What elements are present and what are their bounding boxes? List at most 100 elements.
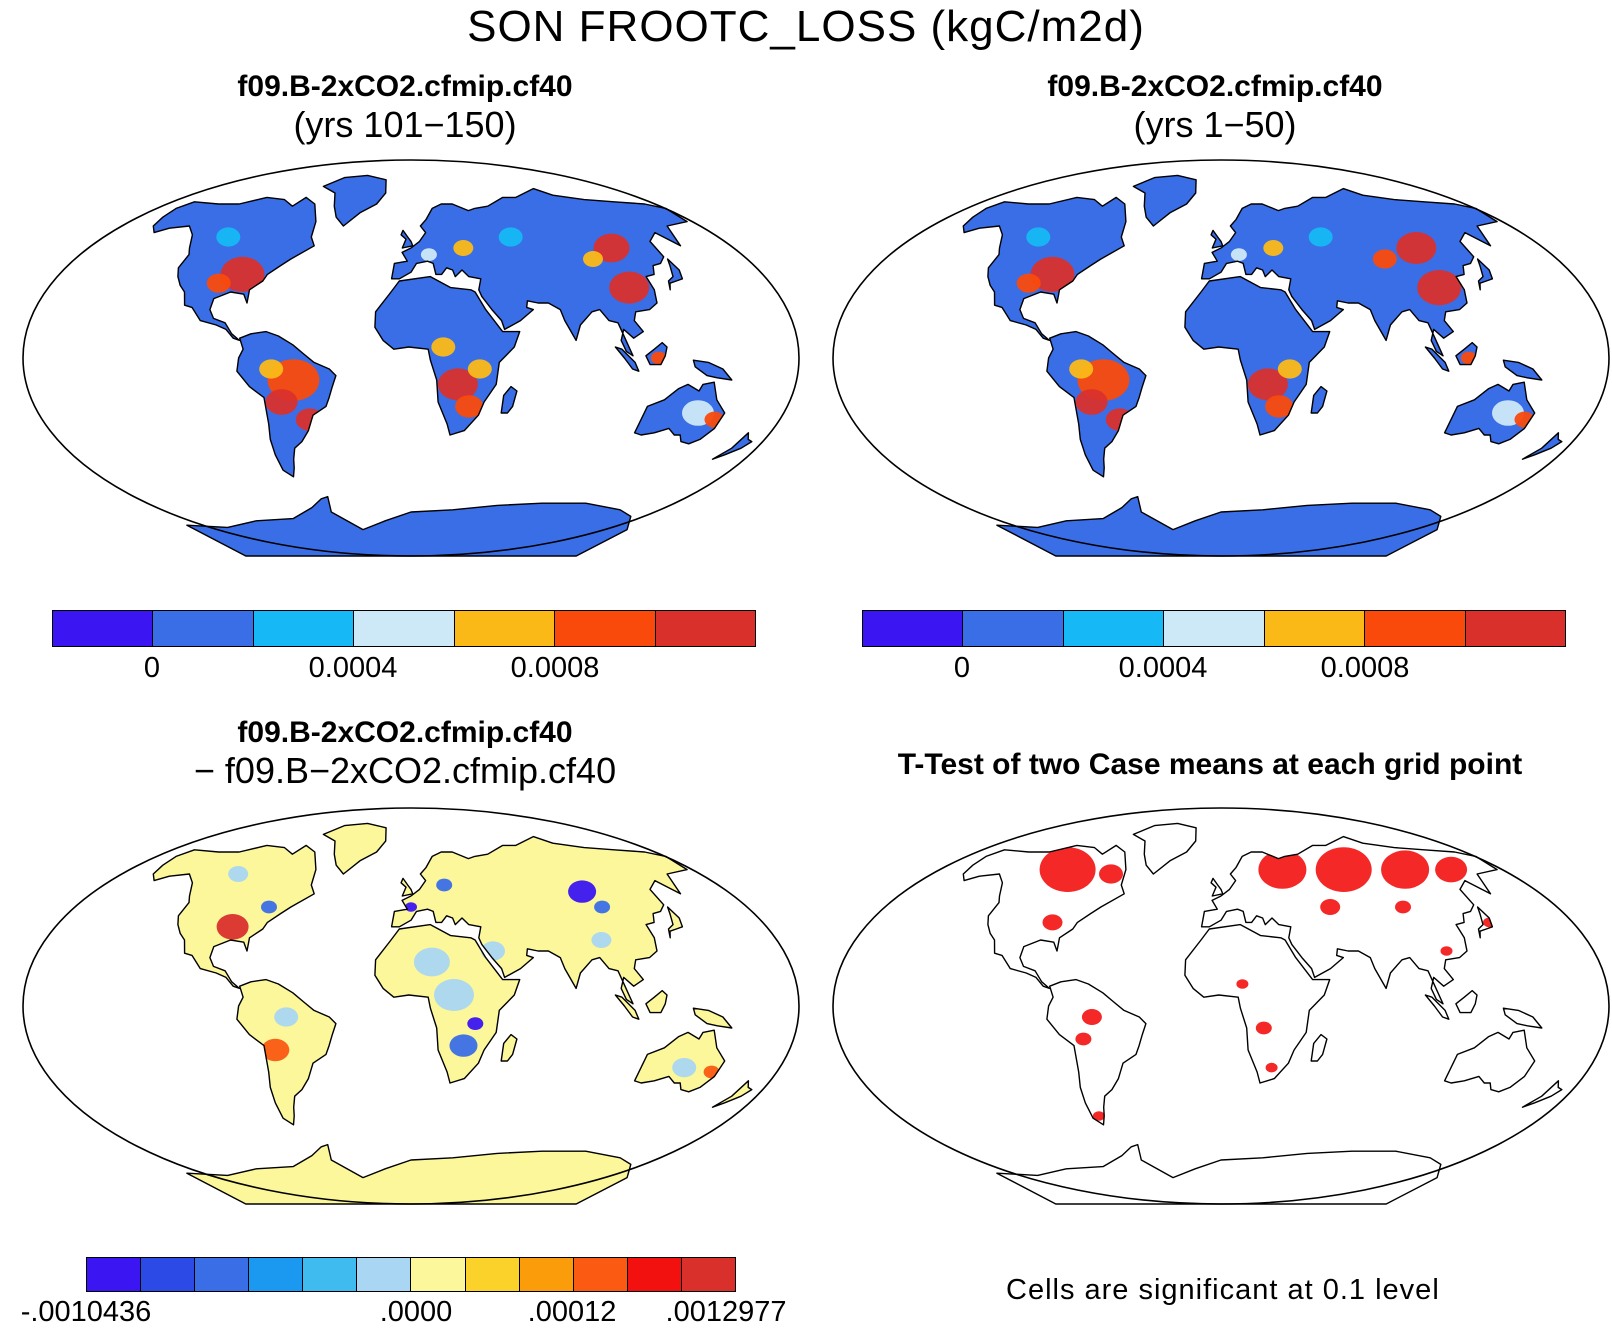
coastline-britain	[400, 877, 414, 897]
coastline-sumatra	[614, 994, 640, 1020]
colorbar-swatch	[357, 1258, 412, 1291]
field-patch	[672, 1058, 697, 1078]
field-patch	[498, 227, 523, 247]
colorbar-swatch	[519, 1258, 574, 1291]
field-patch	[206, 273, 231, 293]
panel-title-line1: f09.B-2xCO2.cfmip.cf40	[237, 716, 573, 749]
colorbar-swatch	[411, 1258, 466, 1291]
panel-title-line1: T-Test of two Case means at each grid po…	[897, 748, 1523, 781]
field-patch	[1081, 1009, 1102, 1025]
field-patch	[1230, 248, 1247, 261]
field-patch	[609, 271, 650, 304]
colorbar-swatch	[1465, 611, 1565, 646]
field-patch	[568, 880, 597, 903]
colorbar-ticks-top-left: 0 0.0004 0.0008	[52, 652, 756, 692]
panel-title-top-left: f09.B-2xCO2.cfmip.cf40 (yrs 101−150)	[80, 70, 730, 146]
coastline-newGuinea	[1502, 1007, 1543, 1029]
field-patch	[1069, 359, 1094, 379]
colorbar-swatch	[555, 611, 656, 646]
field-patch	[216, 227, 241, 247]
coastline-antarctica	[996, 1143, 1442, 1205]
field-patch	[1236, 979, 1249, 989]
coastline-borneo	[1455, 989, 1478, 1014]
field-patch	[1263, 240, 1284, 256]
map-bottom-left	[22, 807, 800, 1205]
field-patch	[594, 900, 611, 914]
field-patch	[453, 240, 474, 256]
field-patch	[259, 359, 284, 379]
field-patch	[1039, 847, 1096, 892]
coastline-sumatra	[1424, 346, 1450, 372]
map-frame	[22, 807, 800, 1205]
coastline-africa	[374, 275, 521, 436]
coastline-eurasia	[1200, 835, 1498, 1005]
colorbar-swatch	[53, 611, 154, 646]
colorbar-tick: 0.0008	[510, 652, 600, 684]
coastline-japan	[666, 258, 684, 291]
coastline-japan	[666, 906, 684, 939]
map-frame	[832, 159, 1610, 557]
field-patch	[1440, 946, 1453, 956]
coastline-newGuinea	[692, 359, 733, 381]
colorbar-swatch	[573, 1258, 628, 1291]
field-patch	[591, 932, 612, 948]
colorbar-tick: -.0010436	[20, 1296, 152, 1328]
map-frame	[832, 807, 1610, 1205]
field-patch	[1247, 368, 1288, 401]
field-patch	[1395, 900, 1411, 914]
panel-title-top-right: f09.B-2xCO2.cfmip.cf40 (yrs 1−50)	[890, 70, 1540, 146]
coastline-borneo	[645, 989, 668, 1014]
coastline-greenland	[322, 174, 387, 227]
field-patch	[228, 866, 249, 882]
colorbar-bottom-left	[86, 1257, 736, 1292]
field-patch	[467, 359, 492, 379]
coastline-northAmerica	[152, 196, 317, 342]
coastline-borneo	[645, 341, 668, 366]
field-patch	[265, 389, 298, 415]
colorbar-swatch	[1063, 611, 1165, 646]
colorbar-tick: 0	[953, 652, 971, 684]
colorbar-swatch	[465, 1258, 520, 1291]
colorbar-swatch	[249, 1258, 304, 1291]
colorbar-swatch	[963, 611, 1064, 646]
field-patch	[1255, 1021, 1272, 1035]
colorbar-tick: 0.0008	[1320, 652, 1410, 684]
coastline-madagascar	[500, 385, 518, 414]
field-patch	[420, 248, 437, 261]
colorbar-ticks-top-right: 0 0.0004 0.0008	[862, 652, 1566, 692]
coastline-australia	[1443, 1029, 1536, 1093]
panel-title-line1: f09.B-2xCO2.cfmip.cf40	[1047, 70, 1383, 103]
coastline-northAmerica	[962, 844, 1127, 990]
field-patch	[449, 1034, 478, 1057]
coastline-northAmerica	[962, 196, 1127, 342]
field-patch	[1042, 914, 1063, 931]
coastline-britain	[1210, 229, 1224, 249]
colorbar-swatch	[195, 1258, 250, 1291]
field-patch	[1092, 1111, 1105, 1121]
coastline-greenland	[1132, 822, 1197, 875]
field-patch	[216, 914, 249, 940]
panel-title-line2: (yrs 1−50)	[1133, 104, 1297, 145]
field-patch	[413, 947, 450, 977]
field-patch	[1258, 850, 1307, 889]
coastline-nz	[711, 432, 753, 460]
colorbar-swatch	[627, 1258, 682, 1291]
colorbar-swatch	[681, 1258, 735, 1291]
field-patch	[1026, 227, 1051, 247]
colorbar-swatch	[1164, 611, 1265, 646]
field-patch	[593, 233, 630, 263]
significance-note: Cells are significant at 0.1 level	[1006, 1274, 1440, 1306]
coastline-newGuinea	[692, 1007, 733, 1029]
field-patch	[583, 251, 603, 267]
coastline-japan	[1476, 258, 1494, 291]
field-patch	[405, 902, 417, 912]
coastline-africa	[374, 923, 521, 1084]
field-patch	[1381, 850, 1430, 889]
colorbar-swatch	[153, 611, 254, 646]
field-patch	[274, 1007, 299, 1027]
panel-title-line2: (yrs 101−150)	[293, 104, 517, 145]
colorbar-swatch	[354, 611, 455, 646]
field-patch	[261, 900, 277, 914]
field-patch	[1308, 227, 1333, 247]
map-frame	[22, 159, 800, 557]
